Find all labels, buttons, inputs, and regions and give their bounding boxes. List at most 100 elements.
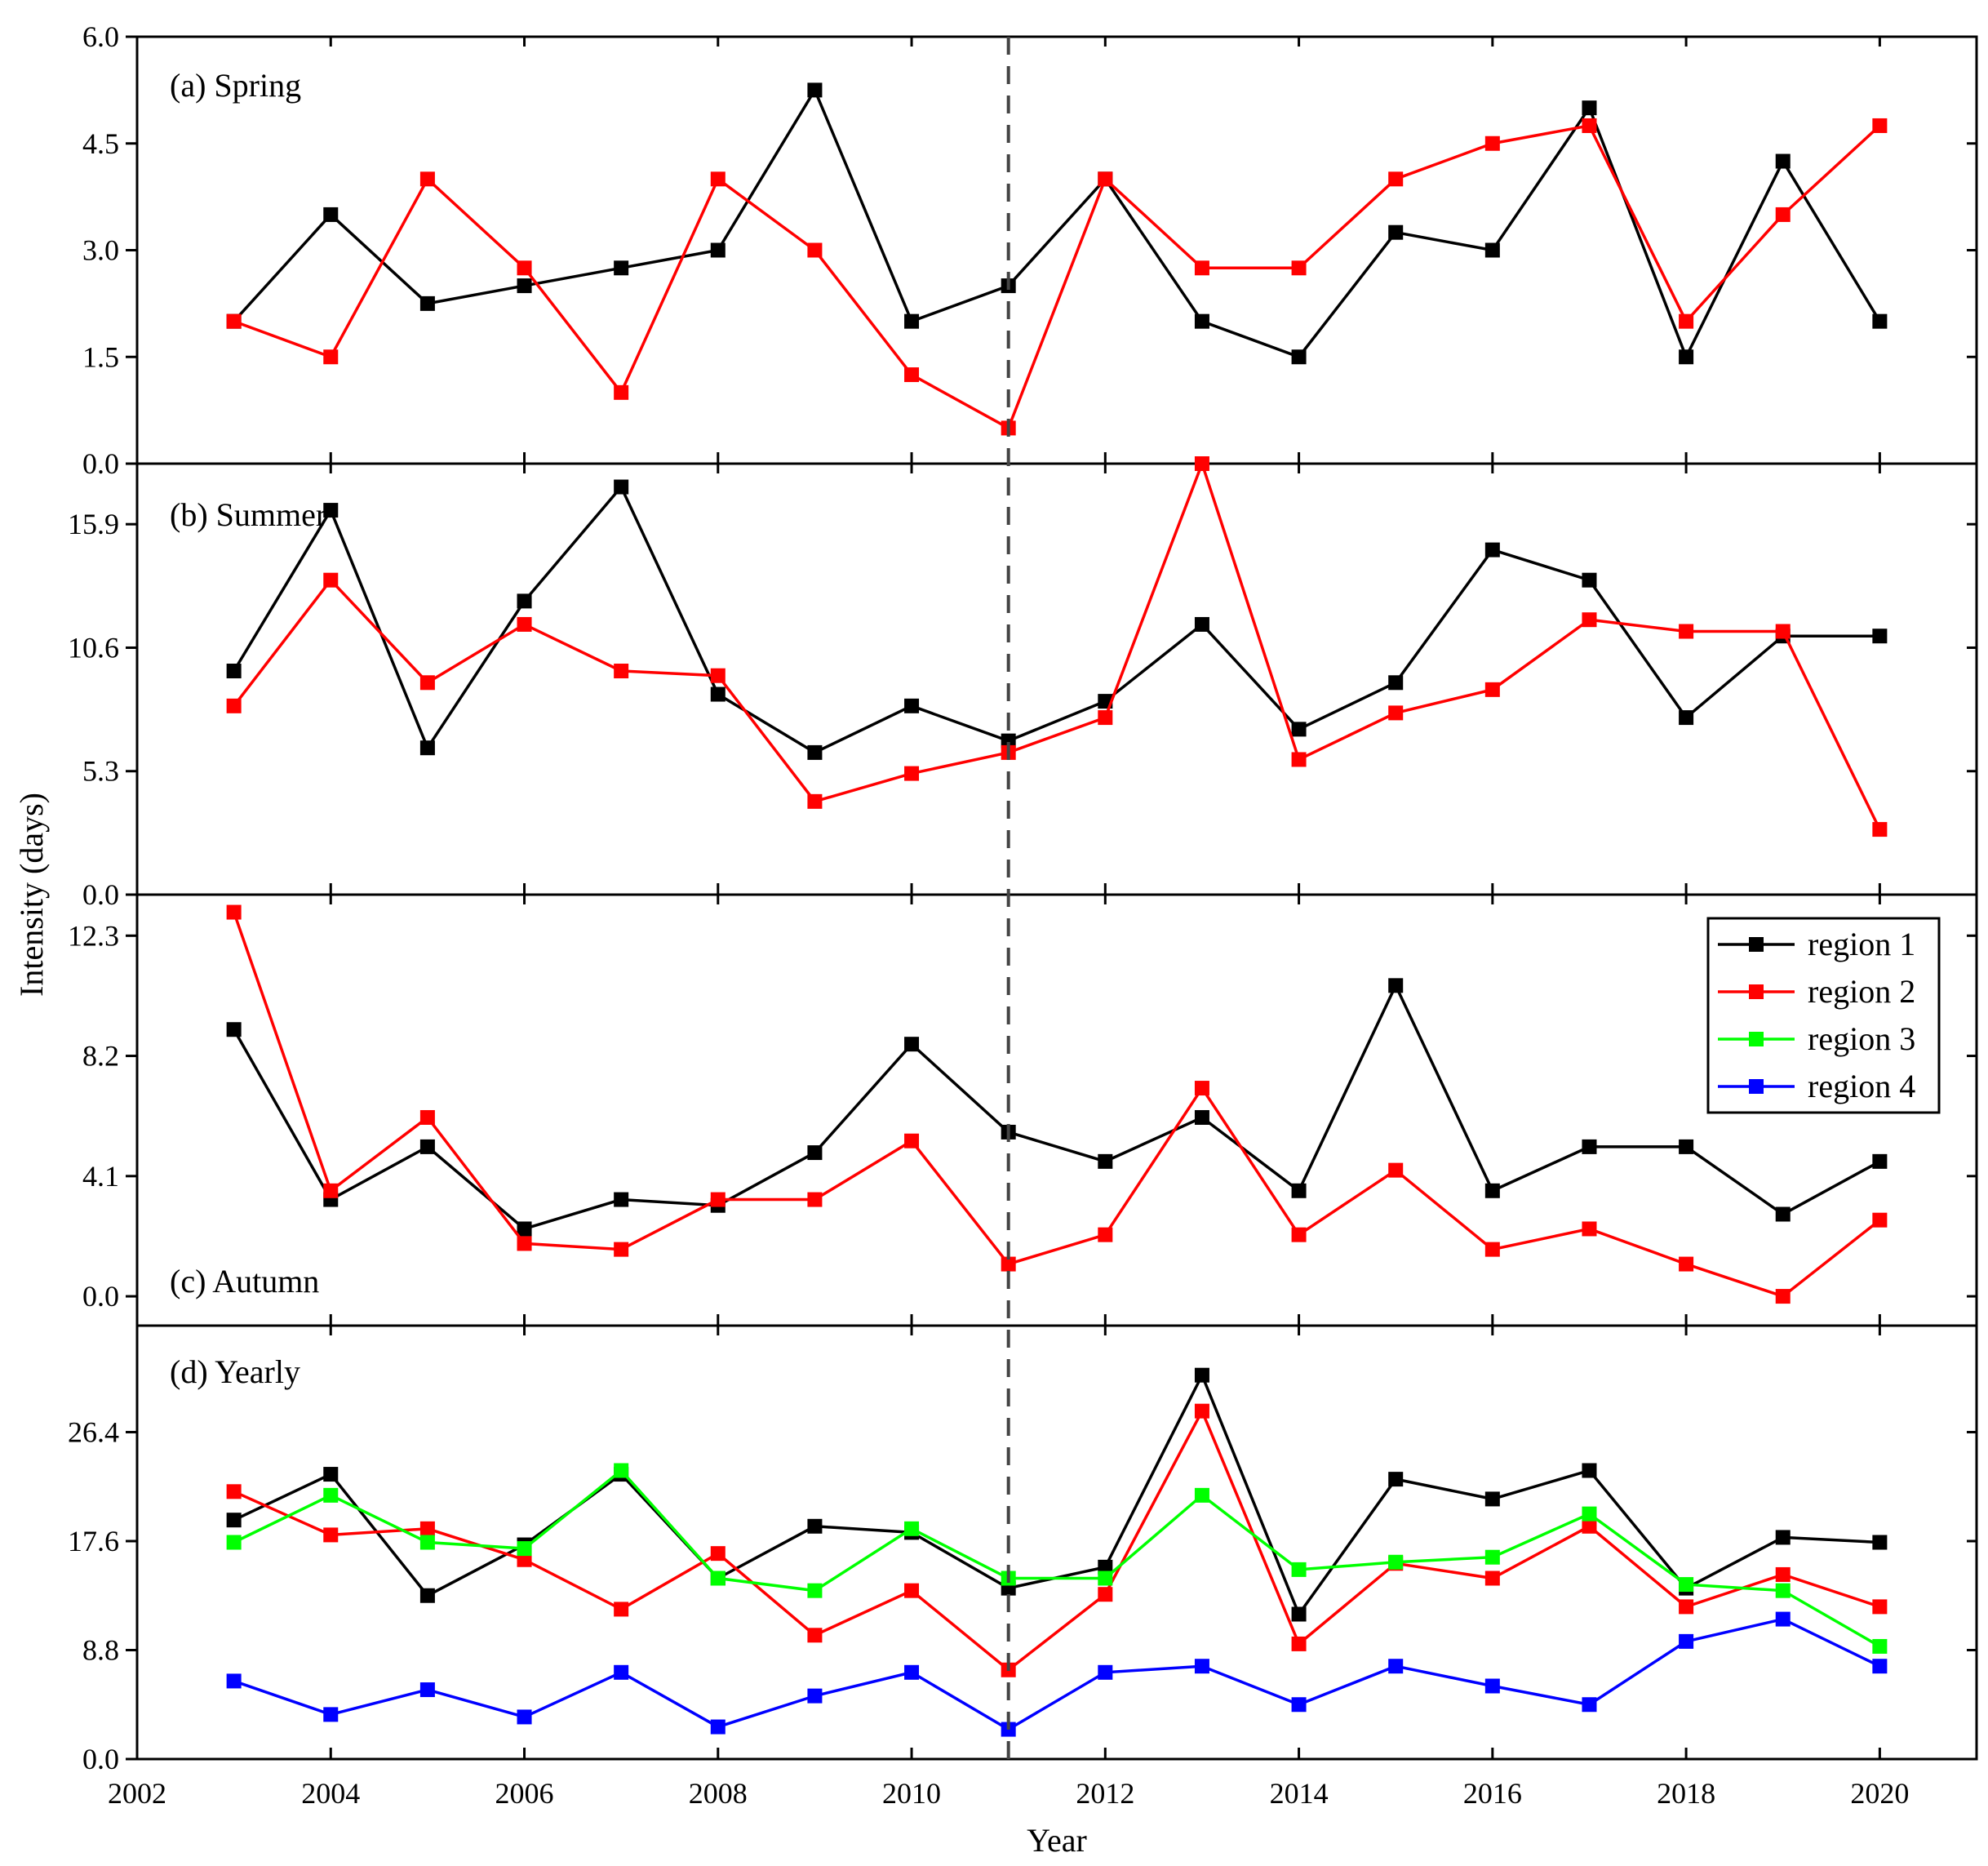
data-point: [1582, 1506, 1597, 1522]
data-point: [1872, 1638, 1888, 1654]
data-point: [1194, 456, 1209, 471]
data-point: [1388, 705, 1404, 721]
legend-marker: [1749, 937, 1764, 952]
series-line: [233, 1468, 1881, 1648]
data-point: [226, 698, 242, 713]
legend-label: region 2: [1808, 973, 1915, 1010]
y-tick-label: 4.5: [82, 127, 119, 160]
data-point: [904, 1133, 920, 1148]
data-point: [710, 686, 726, 702]
data-point: [1388, 1472, 1404, 1487]
legend-item-region-4: region 4: [1718, 1068, 1915, 1104]
data-point: [1291, 1227, 1307, 1242]
y-axis-title: Intensity (days): [13, 793, 50, 997]
data-point: [1582, 1697, 1597, 1713]
panel-title: (d) Yearly: [170, 1353, 300, 1390]
data-point: [226, 1513, 242, 1528]
data-point: [1098, 710, 1113, 726]
data-point: [1484, 1491, 1500, 1507]
data-point: [419, 1588, 435, 1603]
data-point: [807, 1192, 823, 1207]
x-tick-label: 2014: [1270, 1777, 1329, 1810]
data-point: [1291, 1636, 1307, 1651]
x-tick-label: 2008: [689, 1777, 748, 1810]
data-point: [1679, 624, 1694, 639]
legend-marker: [1749, 984, 1764, 999]
data-point: [904, 1037, 920, 1052]
data-point: [1679, 1256, 1694, 1272]
data-point: [1194, 260, 1209, 276]
data-point: [226, 904, 242, 920]
data-point: [419, 1521, 435, 1536]
data-point: [419, 295, 435, 311]
data-point: [1484, 1183, 1500, 1198]
data-point: [614, 1192, 629, 1207]
data-point: [323, 503, 339, 518]
data-point: [1098, 1587, 1113, 1602]
data-point: [1194, 313, 1209, 329]
data-point: [1484, 242, 1500, 258]
data-point: [1194, 1659, 1209, 1674]
legend: region 1 region 2 region 3 region 4: [1706, 917, 1941, 1114]
legend-marker: [1749, 1032, 1764, 1046]
data-point: [1679, 1139, 1694, 1154]
data-point: [419, 1682, 435, 1698]
x-tick-label: 2006: [495, 1777, 554, 1810]
data-point: [226, 1484, 242, 1499]
data-point: [1194, 616, 1209, 632]
data-point: [1194, 1403, 1209, 1419]
data-point: [419, 1535, 435, 1550]
series-line: [233, 1617, 1881, 1731]
data-point: [1872, 1535, 1888, 1550]
y-tick-label: 15.9: [68, 508, 119, 540]
panels: 0.0 1.5 3.0 4.5 6.0 (a) Spring 0.0 5.3 10.6 15.9 (…: [68, 20, 1978, 1775]
data-point: [1872, 1659, 1888, 1674]
series-line: [232, 911, 1881, 1299]
series-region-1: [226, 479, 1888, 760]
series-region-1: [226, 82, 1888, 365]
data-point: [1679, 1633, 1694, 1649]
data-point: [1001, 733, 1016, 749]
panel-title: (c) Autumn: [170, 1263, 319, 1300]
series-region-2: [226, 118, 1888, 436]
data-point: [1291, 722, 1307, 737]
data-point: [1388, 978, 1404, 993]
x-tick-label: 2016: [1463, 1777, 1522, 1810]
data-point: [1872, 1599, 1888, 1615]
series-region-1: [226, 978, 1888, 1237]
x-axis: 2002 2004 2006 2008 2010 2012 2014 2016 2018 2020: [108, 1777, 1909, 1810]
data-point: [614, 664, 629, 679]
data-point: [323, 349, 339, 365]
data-point: [614, 1664, 629, 1680]
data-point: [1775, 1583, 1791, 1598]
data-point: [1775, 153, 1791, 169]
data-point: [226, 313, 242, 329]
panel-title: (b) Summer: [170, 496, 326, 533]
x-tick-label: 2018: [1657, 1777, 1715, 1810]
data-point: [1582, 1518, 1597, 1534]
data-point: [419, 740, 435, 756]
y-tick-label: 8.8: [82, 1633, 119, 1666]
data-point: [1582, 1221, 1597, 1237]
data-point: [807, 744, 823, 760]
data-point: [1775, 207, 1791, 222]
data-point: [419, 1139, 435, 1154]
data-point: [1484, 542, 1500, 558]
data-point: [614, 1602, 629, 1617]
data-point: [614, 479, 629, 495]
data-point: [614, 1463, 629, 1478]
data-point: [1194, 1367, 1209, 1383]
legend-label: region 3: [1808, 1020, 1915, 1057]
data-point: [1388, 1554, 1404, 1570]
data-point: [1484, 1678, 1500, 1694]
data-point: [323, 1527, 339, 1543]
x-tick-label: 2004: [301, 1777, 360, 1810]
data-point: [1388, 1162, 1404, 1178]
series-region-2: [226, 456, 1888, 837]
data-point: [1388, 224, 1404, 240]
series-line: [233, 459, 1881, 830]
data-point: [904, 367, 920, 383]
data-point: [710, 242, 726, 258]
data-point: [710, 171, 726, 187]
